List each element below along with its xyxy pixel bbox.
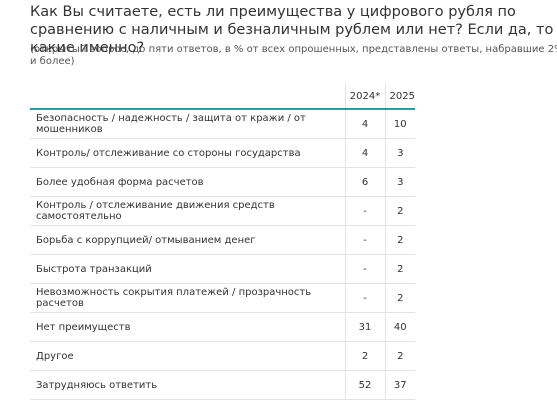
- row-label: Безопасность / надежность / защита от кр…: [30, 109, 345, 139]
- table-row: Невозможность сокрытия платежей / прозра…: [30, 283, 415, 313]
- row-label: Нет преимуществ: [30, 312, 345, 342]
- title: Как Вы считаете, есть ли преимущества у …: [30, 4, 554, 56]
- column-header: [30, 84, 345, 110]
- row-label: Более удобная форма расчетов: [30, 167, 345, 197]
- table-row: Другое 2 2: [30, 341, 415, 371]
- cell-value: 3: [384, 138, 415, 168]
- cell-value: 52: [344, 370, 385, 400]
- table: 2024* 2025 Безопасность / надежность / за…: [30, 84, 415, 400]
- table-row: Затрудняюсь ответить 52 37: [30, 370, 415, 400]
- cell-value: -: [344, 225, 385, 255]
- table-body: Безопасность / надежность / защита от кр…: [30, 109, 415, 400]
- table-row: Более удобная форма расчетов 6 3: [30, 167, 415, 197]
- cell-value: 40: [384, 312, 415, 342]
- row-label: Контроль / отслеживание движения средств…: [30, 196, 345, 226]
- row-label: Невозможность сокрытия платежей / прозра…: [30, 283, 345, 313]
- row-label: Борьба с коррупцией/ отмыванием денег: [30, 225, 345, 255]
- cell-value: 4: [344, 109, 385, 139]
- cell-value: 10: [384, 109, 415, 139]
- cell-value: 2: [384, 225, 415, 255]
- cell-value: 31: [344, 312, 385, 342]
- cell-value: 2: [384, 254, 415, 284]
- cell-value: 2: [384, 283, 415, 313]
- cell-value: -: [344, 254, 385, 284]
- header-row: 2024* 2025: [30, 84, 415, 110]
- subtitle: (открытый вопрос, до пяти ответов, в % о…: [30, 44, 557, 67]
- row-label: Быстрота транзакций: [30, 254, 345, 284]
- cell-value: 6: [344, 167, 385, 197]
- column-header: 2025: [384, 84, 415, 110]
- cell-value: 3: [384, 167, 415, 197]
- cell-value: 2: [384, 341, 415, 371]
- cell-value: 4: [344, 138, 385, 168]
- table-row: Борьба с коррупцией/ отмыванием денег -2: [30, 225, 415, 255]
- table-row: Нет преимуществ 31 40: [30, 312, 415, 342]
- table-row: Безопасность / надежность / защита от кр…: [30, 109, 415, 139]
- table-row: Быстрота транзакций -2: [30, 254, 415, 284]
- table-row: Контроль/ отслеживание со стороны госуда…: [30, 138, 415, 168]
- row-label: Другое: [30, 341, 345, 371]
- row-label: Контроль/ отслеживание со стороны госуда…: [30, 138, 345, 168]
- table-row: Контроль / отслеживание движения средств…: [30, 196, 415, 226]
- cell-value: 2: [384, 196, 415, 226]
- row-label: Затрудняюсь ответить: [30, 370, 345, 400]
- cell-value: 2: [344, 341, 385, 371]
- cell-value: 37: [384, 370, 415, 400]
- cell-value: -: [344, 196, 385, 226]
- cell-value: -: [344, 283, 385, 313]
- column-header: 2024*: [344, 84, 385, 110]
